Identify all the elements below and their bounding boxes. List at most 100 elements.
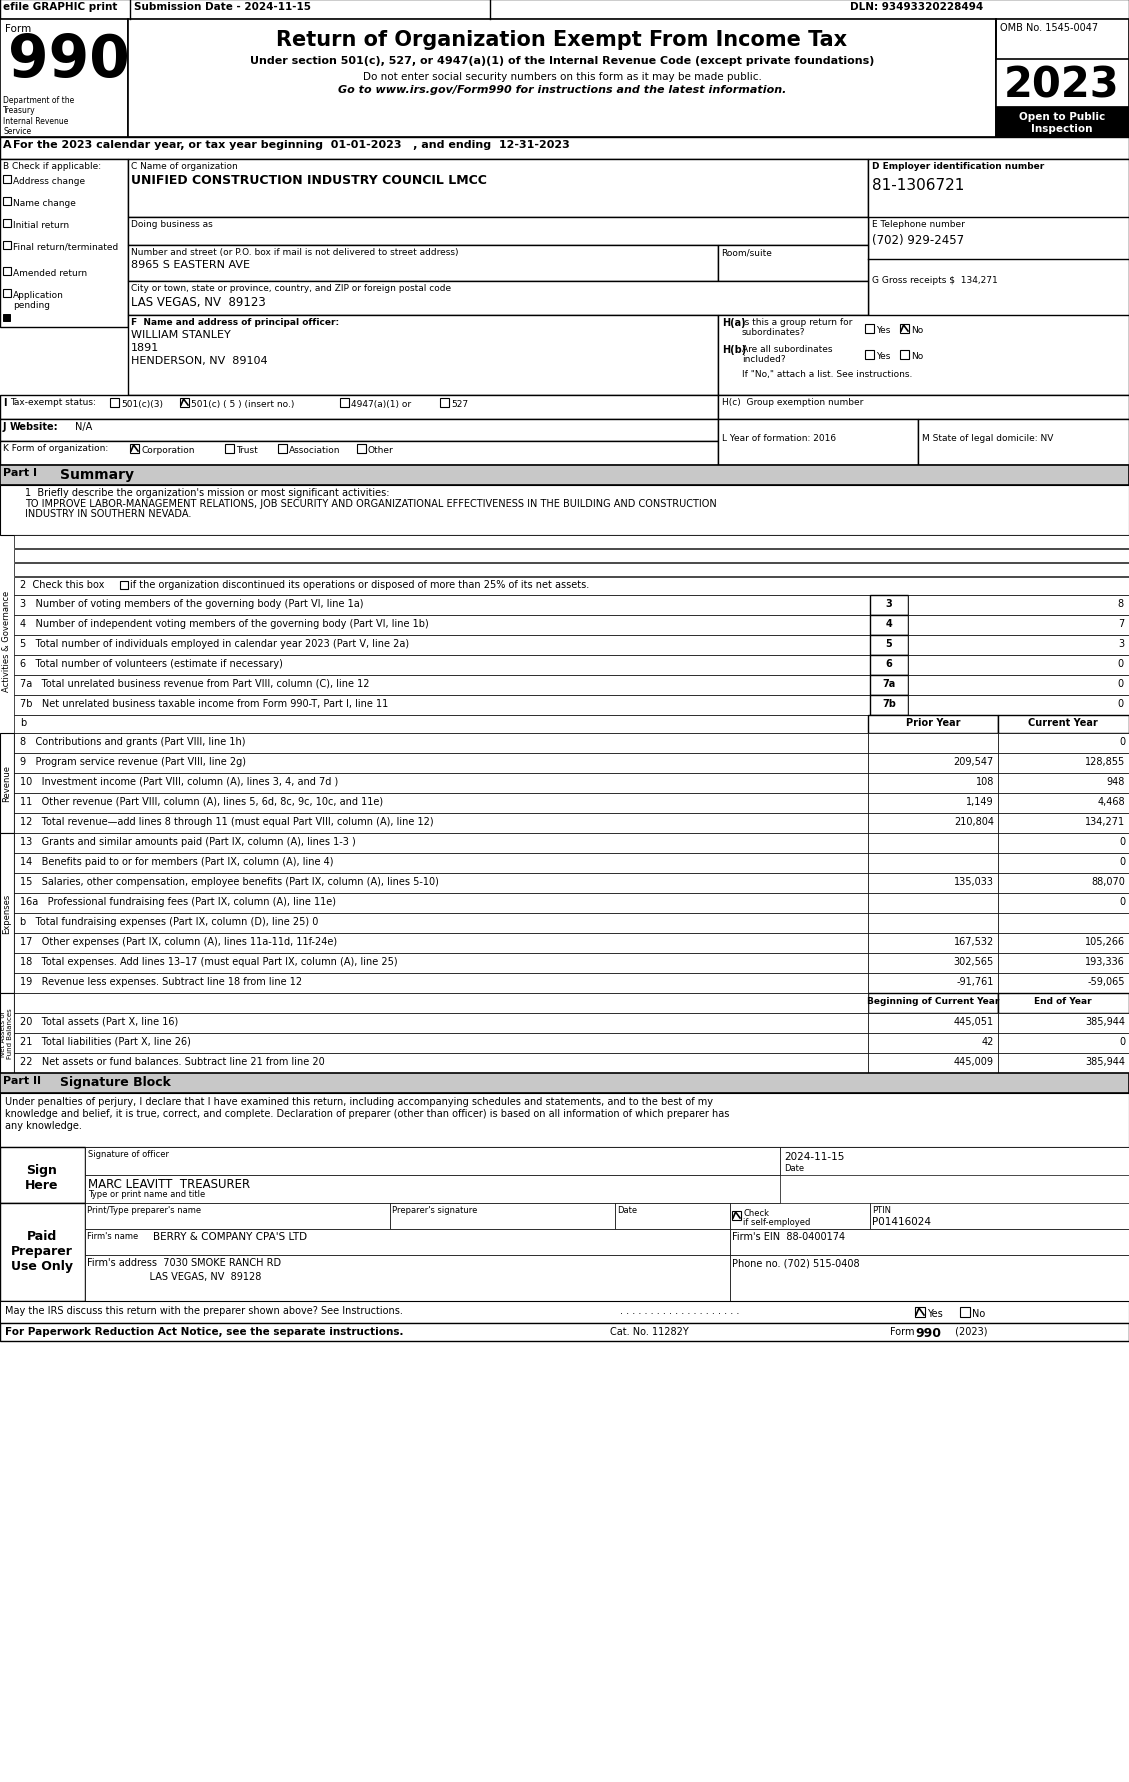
Bar [998,793,1129,814]
Text: (2023): (2023) [952,1326,988,1336]
Text: 4,468: 4,468 [1097,797,1124,807]
Text: 4947(a)(1) or: 4947(a)(1) or [351,399,411,408]
Bar [718,246,868,282]
Text: Amended return: Amended return [14,269,87,278]
Bar [718,315,1129,396]
Text: 9   Program service revenue (Part VIII, line 2g): 9 Program service revenue (Part VIII, li… [20,757,246,766]
Text: G Gross receipts $  134,271: G Gross receipts $ 134,271 [872,276,998,285]
Text: b   Total fundraising expenses (Part IX, column (D), line 25) 0: b Total fundraising expenses (Part IX, c… [20,916,318,927]
Text: 0: 0 [1119,1037,1124,1046]
Bar [120,581,128,590]
Bar [998,773,1129,793]
Bar [998,834,1129,854]
Text: Application
pending: Application pending [14,290,64,310]
Text: 18   Total expenses. Add lines 13–17 (must equal Part IX, column (A), line 25): 18 Total expenses. Add lines 13–17 (must… [20,957,397,966]
Text: 21   Total liabilities (Part X, line 26): 21 Total liabilities (Part X, line 26) [20,1037,191,1046]
Text: Expenses: Expenses [2,893,11,934]
Bar [868,734,998,754]
Text: H(b): H(b) [723,344,746,355]
Text: HENDERSON, NV  89104: HENDERSON, NV 89104 [131,356,268,365]
Bar [718,396,1129,421]
Text: Revenue: Revenue [2,764,11,802]
Bar [14,615,870,636]
Text: A: A [3,141,11,150]
Text: 7b: 7b [882,699,896,709]
Text: Form: Form [890,1326,918,1336]
Text: Submission Date - 2024-11-15: Submission Date - 2024-11-15 [134,2,310,12]
Text: Sign
Here: Sign Here [25,1164,59,1192]
Bar [0,396,718,421]
Text: 11   Other revenue (Part VIII, column (A), lines 5, 6d, 8c, 9c, 10c, and 11e): 11 Other revenue (Part VIII, column (A),… [20,797,383,807]
Bar [14,549,1129,563]
Bar [998,973,1129,993]
Text: Signature Block: Signature Block [60,1075,170,1089]
Text: 6   Total number of volunteers (estimate if necessary): 6 Total number of volunteers (estimate i… [20,659,283,668]
Bar [0,834,14,993]
Bar [868,160,1129,328]
Bar [868,834,998,854]
Text: 0: 0 [1118,679,1124,688]
Bar [998,716,1129,734]
Text: TO IMPROVE LABOR-MANAGEMENT RELATIONS, JOB SECURITY AND ORGANIZATIONAL EFFECTIVE: TO IMPROVE LABOR-MANAGEMENT RELATIONS, J… [25,499,717,508]
Text: Part II: Part II [3,1075,41,1085]
Text: 2  Check this box: 2 Check this box [20,579,104,590]
Bar [340,399,349,408]
Text: Form: Form [5,23,32,34]
Bar [0,1148,85,1203]
Text: Date: Date [784,1164,804,1173]
Text: 8965 S EASTERN AVE: 8965 S EASTERN AVE [131,260,250,269]
Text: Room/suite: Room/suite [721,248,772,257]
Text: LAS VEGAS, NV  89128: LAS VEGAS, NV 89128 [87,1271,262,1281]
Text: 0: 0 [1118,659,1124,668]
Text: 128,855: 128,855 [1085,757,1124,766]
Bar [908,595,1129,615]
Text: Beginning of Current Year: Beginning of Current Year [867,996,999,1005]
Bar [14,716,870,734]
Bar [440,399,449,408]
Text: 445,051: 445,051 [954,1016,994,1026]
Text: 105,266: 105,266 [1085,937,1124,946]
Text: Summary: Summary [60,467,134,481]
Text: 15   Salaries, other compensation, employee benefits (Part IX, column (A), lines: 15 Salaries, other compensation, employe… [20,877,439,886]
Bar [14,754,868,773]
Bar [960,1308,970,1317]
Text: If "No," attach a list. See instructions.: If "No," attach a list. See instructions… [742,371,912,380]
Text: Is this a group return for: Is this a group return for [742,317,852,326]
Text: LAS VEGAS, NV  89123: LAS VEGAS, NV 89123 [131,296,265,308]
Text: Yes: Yes [927,1308,943,1319]
Text: 108: 108 [975,777,994,786]
Text: MARC LEAVITT  TREASURER: MARC LEAVITT TREASURER [88,1178,251,1190]
Bar [357,446,366,454]
Text: 19   Revenue less expenses. Subtract line 18 from line 12: 19 Revenue less expenses. Subtract line … [20,977,303,987]
Bar [908,656,1129,675]
Text: 17   Other expenses (Part IX, column (A), lines 11a-11d, 11f-24e): 17 Other expenses (Part IX, column (A), … [20,937,338,946]
Bar [730,1230,1129,1255]
Text: No: No [972,1308,986,1319]
Text: 302,565: 302,565 [954,957,994,966]
Text: Website:: Website: [10,422,59,431]
Text: 385,944: 385,944 [1085,1016,1124,1026]
Text: Address change: Address change [14,176,85,185]
Text: I: I [3,397,7,408]
Bar [85,1255,730,1301]
Text: End of Year: End of Year [1034,996,1092,1005]
Bar [868,1034,998,1053]
Bar [870,695,908,716]
Text: 3: 3 [885,599,892,609]
Bar [3,242,11,249]
Text: Signature of officer: Signature of officer [88,1149,169,1158]
Text: 445,009: 445,009 [954,1057,994,1066]
Bar [868,914,998,934]
Text: Print/Type preparer's name: Print/Type preparer's name [87,1205,201,1214]
Text: Check: Check [743,1208,769,1217]
Bar [14,734,868,754]
Bar [14,656,870,675]
Bar [128,315,718,396]
Bar [14,773,868,793]
Bar [0,1094,1129,1148]
Bar [14,595,870,615]
Text: 88,070: 88,070 [1091,877,1124,886]
Bar [14,953,868,973]
Bar [998,754,1129,773]
Text: knowledge and belief, it is true, correct, and complete. Declaration of preparer: knowledge and belief, it is true, correc… [5,1108,729,1119]
